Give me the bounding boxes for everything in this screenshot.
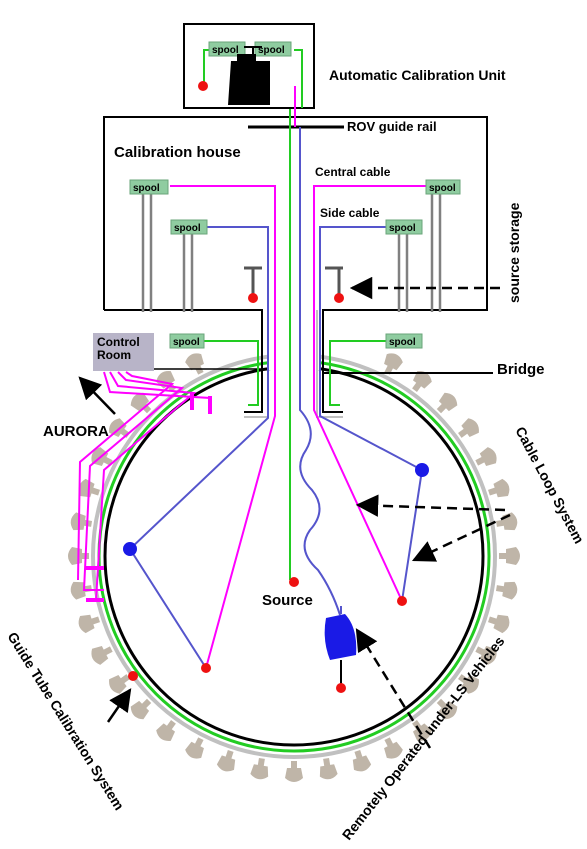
pmt [250, 757, 269, 780]
pmt [384, 737, 403, 759]
pmt [91, 646, 113, 665]
pmt [185, 353, 204, 375]
spools: spool spool spool spool spool spool spool spool [129, 41, 461, 349]
spool: spool [129, 179, 169, 195]
blue-cables [128, 127, 424, 669]
bridge-label: Bridge [497, 361, 545, 378]
pmt [412, 371, 432, 392]
central-cable-label: Central cable [315, 165, 391, 179]
pmt [458, 418, 479, 438]
source-storage-left [244, 266, 262, 296]
pmt [70, 512, 93, 531]
calibration-house-label: Calibration house [114, 144, 241, 161]
pmt [185, 737, 204, 759]
pivot-points [123, 463, 429, 556]
spool-label: spool [133, 183, 160, 194]
spool-label: spool [212, 45, 239, 56]
pmt [384, 353, 403, 375]
pmt [495, 512, 518, 531]
spool: spool [170, 219, 208, 235]
pmt [495, 581, 518, 600]
pmt [78, 614, 100, 634]
spool-label: spool [429, 183, 456, 194]
source-storage-right [325, 266, 343, 296]
pmt [319, 757, 338, 780]
pmt [130, 698, 152, 720]
spool: spool [425, 179, 461, 195]
rov-guide-rail-label: ROV guide rail [347, 119, 437, 134]
spool: spool [385, 219, 423, 235]
control-room-box [93, 333, 154, 371]
spool: spool [254, 41, 292, 57]
aurora-label: AURORA [43, 423, 109, 440]
source-points [128, 81, 407, 693]
spool: spool [169, 333, 205, 349]
pmt [499, 547, 520, 565]
spool: spool [385, 333, 423, 349]
spool-label: spool [174, 223, 201, 234]
source-label: Source [262, 592, 313, 609]
pmt [488, 614, 510, 634]
spool-label: spool [389, 223, 416, 234]
pmt [70, 581, 93, 600]
cable-loop-label: Cable Loop System [512, 424, 587, 546]
pmt [412, 720, 432, 741]
acu-weight [228, 54, 270, 105]
pmt [475, 646, 497, 665]
pmt [156, 720, 176, 741]
acu-label: Automatic Calibration Unit [329, 67, 506, 83]
control-room-label: Room [97, 348, 131, 362]
pmt [488, 478, 510, 498]
spool-label: spool [173, 337, 200, 348]
pmt [475, 447, 497, 466]
pmt [436, 392, 458, 414]
spool-label: spool [389, 337, 416, 348]
side-cable-label: Side cable [320, 206, 380, 220]
spool: spool [208, 41, 246, 57]
pmt [216, 750, 236, 772]
spool-posts [141, 192, 442, 312]
spool-label: spool [258, 45, 285, 56]
pmt [436, 698, 458, 720]
pmt [458, 674, 479, 694]
pmt [130, 392, 152, 414]
green-cables [202, 49, 386, 580]
rov-vehicle [324, 614, 357, 660]
pmt [285, 761, 303, 782]
source-storage-label: source storage [506, 202, 522, 303]
callout-arrows [78, 276, 511, 749]
control-room-label: Control [97, 335, 140, 349]
detector-sphere [91, 353, 497, 759]
pmt [352, 750, 372, 772]
